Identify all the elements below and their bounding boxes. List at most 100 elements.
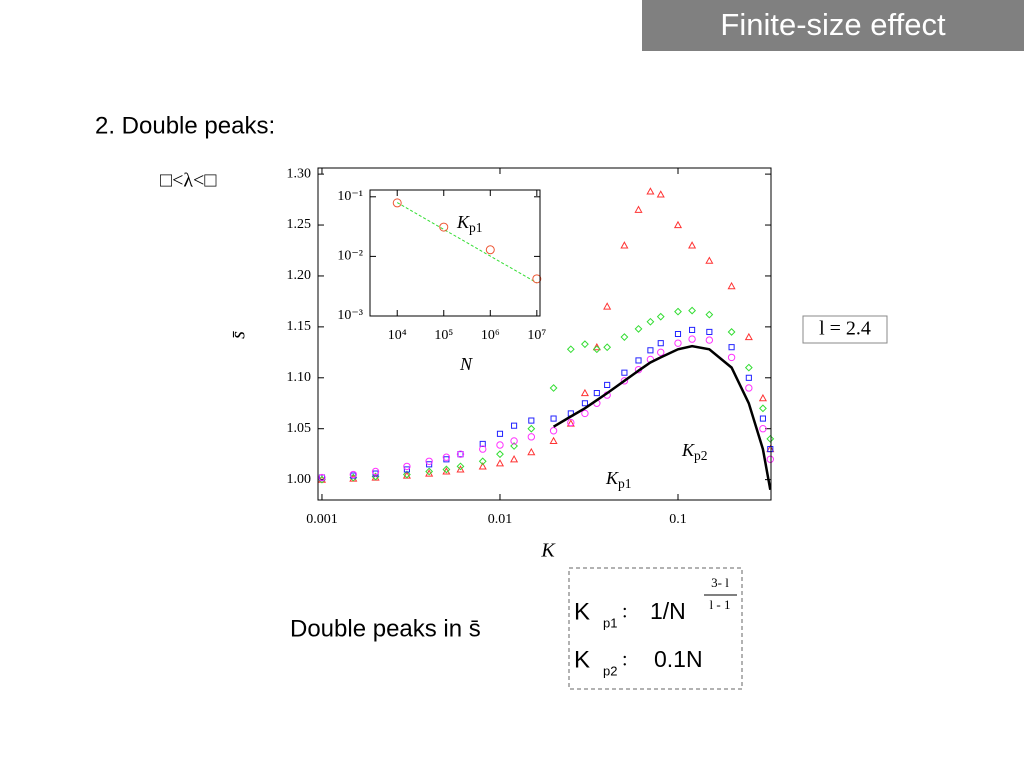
- formula-subscript: p2: [603, 663, 617, 678]
- point: [456, 465, 465, 473]
- formula-box: [568, 567, 743, 690]
- condition: □<λ<□: [160, 170, 216, 192]
- point: [620, 333, 629, 341]
- x-tick-label: 0.001: [306, 512, 338, 527]
- x-tick-label: 10⁶: [481, 328, 500, 343]
- point: [439, 222, 449, 232]
- point: [443, 456, 450, 463]
- point: [657, 348, 665, 357]
- point: [372, 470, 379, 477]
- point: [604, 381, 611, 388]
- parameter: l = 2.4: [819, 318, 871, 340]
- point: [510, 437, 518, 445]
- y-axis-label: s̄: [228, 331, 250, 339]
- point: [318, 473, 326, 482]
- point: [688, 241, 697, 249]
- point: [456, 462, 465, 471]
- point: [674, 339, 682, 347]
- point: [549, 436, 558, 444]
- series-line: [396, 202, 538, 284]
- point: [495, 459, 505, 467]
- point: [620, 377, 629, 385]
- x-tick-label: 10⁴: [388, 328, 407, 343]
- point: [549, 384, 558, 392]
- point: [496, 441, 504, 449]
- point: [442, 453, 451, 461]
- point: [371, 467, 380, 476]
- point: [479, 445, 487, 453]
- chart: 10⁴ 10⁵ 10⁶ 10⁷ 10⁻³ 10⁻² 10⁻¹ N Kp1: [337, 189, 546, 374]
- point: [580, 388, 589, 397]
- point: [603, 343, 612, 352]
- point: [727, 281, 736, 290]
- point: [656, 190, 665, 198]
- point: [634, 325, 643, 333]
- point: [403, 466, 410, 473]
- x-tick-label: 0.1: [669, 512, 687, 527]
- point: [510, 442, 518, 450]
- series-line: [552, 344, 772, 491]
- point: [744, 363, 753, 372]
- y-tick-label: 1.25: [287, 217, 312, 232]
- point: [510, 455, 519, 463]
- point: [759, 425, 767, 433]
- point: [442, 465, 451, 474]
- point: [759, 415, 766, 422]
- formula-symbol: K: [574, 598, 590, 625]
- x-tick-label: 0.01: [488, 512, 513, 527]
- point: [527, 447, 536, 456]
- plot-background: [370, 190, 540, 316]
- point: [566, 345, 575, 354]
- point: [528, 417, 535, 424]
- annotation-symbol: K: [456, 212, 470, 232]
- y-tick-label: 1.10: [287, 370, 312, 385]
- point: [592, 345, 601, 354]
- point: [527, 433, 536, 441]
- point: [646, 317, 655, 326]
- point: [689, 326, 696, 333]
- y-tick-label: 1.05: [287, 421, 312, 436]
- point: [581, 409, 589, 418]
- point: [426, 461, 433, 468]
- formula-expression: 0.1N: [654, 646, 703, 672]
- point: [456, 450, 465, 458]
- point: [425, 467, 434, 476]
- point: [758, 393, 767, 402]
- parameter-box: [802, 315, 888, 344]
- point: [647, 347, 654, 354]
- point: [673, 220, 683, 229]
- point: [688, 335, 696, 343]
- point: [705, 256, 714, 264]
- annotation-subscript: p2: [694, 448, 708, 463]
- point: [727, 353, 736, 362]
- y-tick-label: 10⁻²: [337, 249, 363, 264]
- point: [759, 404, 767, 413]
- point: [657, 340, 664, 347]
- annotation-subscript: p1: [618, 476, 632, 491]
- y-tick-label: 10⁻¹: [337, 189, 363, 204]
- annotation: Kp1: [456, 212, 483, 235]
- point: [425, 457, 433, 466]
- heading: 2. Double peaks:: [95, 112, 275, 139]
- plot-frame: [317, 167, 772, 501]
- point: [549, 427, 558, 435]
- point: [403, 462, 411, 471]
- point: [674, 330, 682, 338]
- formula-separator: :: [622, 601, 628, 623]
- formula-subscript: p1: [603, 615, 617, 630]
- point: [705, 336, 714, 344]
- point: [705, 310, 714, 319]
- point: [603, 302, 612, 310]
- point: [402, 470, 411, 479]
- point: [581, 340, 589, 349]
- point: [656, 312, 665, 321]
- x-axis-label: N: [459, 354, 473, 374]
- point: [485, 245, 495, 255]
- point: [392, 198, 402, 208]
- exponent-numerator: 3- l: [711, 575, 729, 590]
- point: [766, 455, 775, 463]
- point: [593, 390, 600, 397]
- point: [550, 415, 557, 422]
- point: [634, 205, 643, 213]
